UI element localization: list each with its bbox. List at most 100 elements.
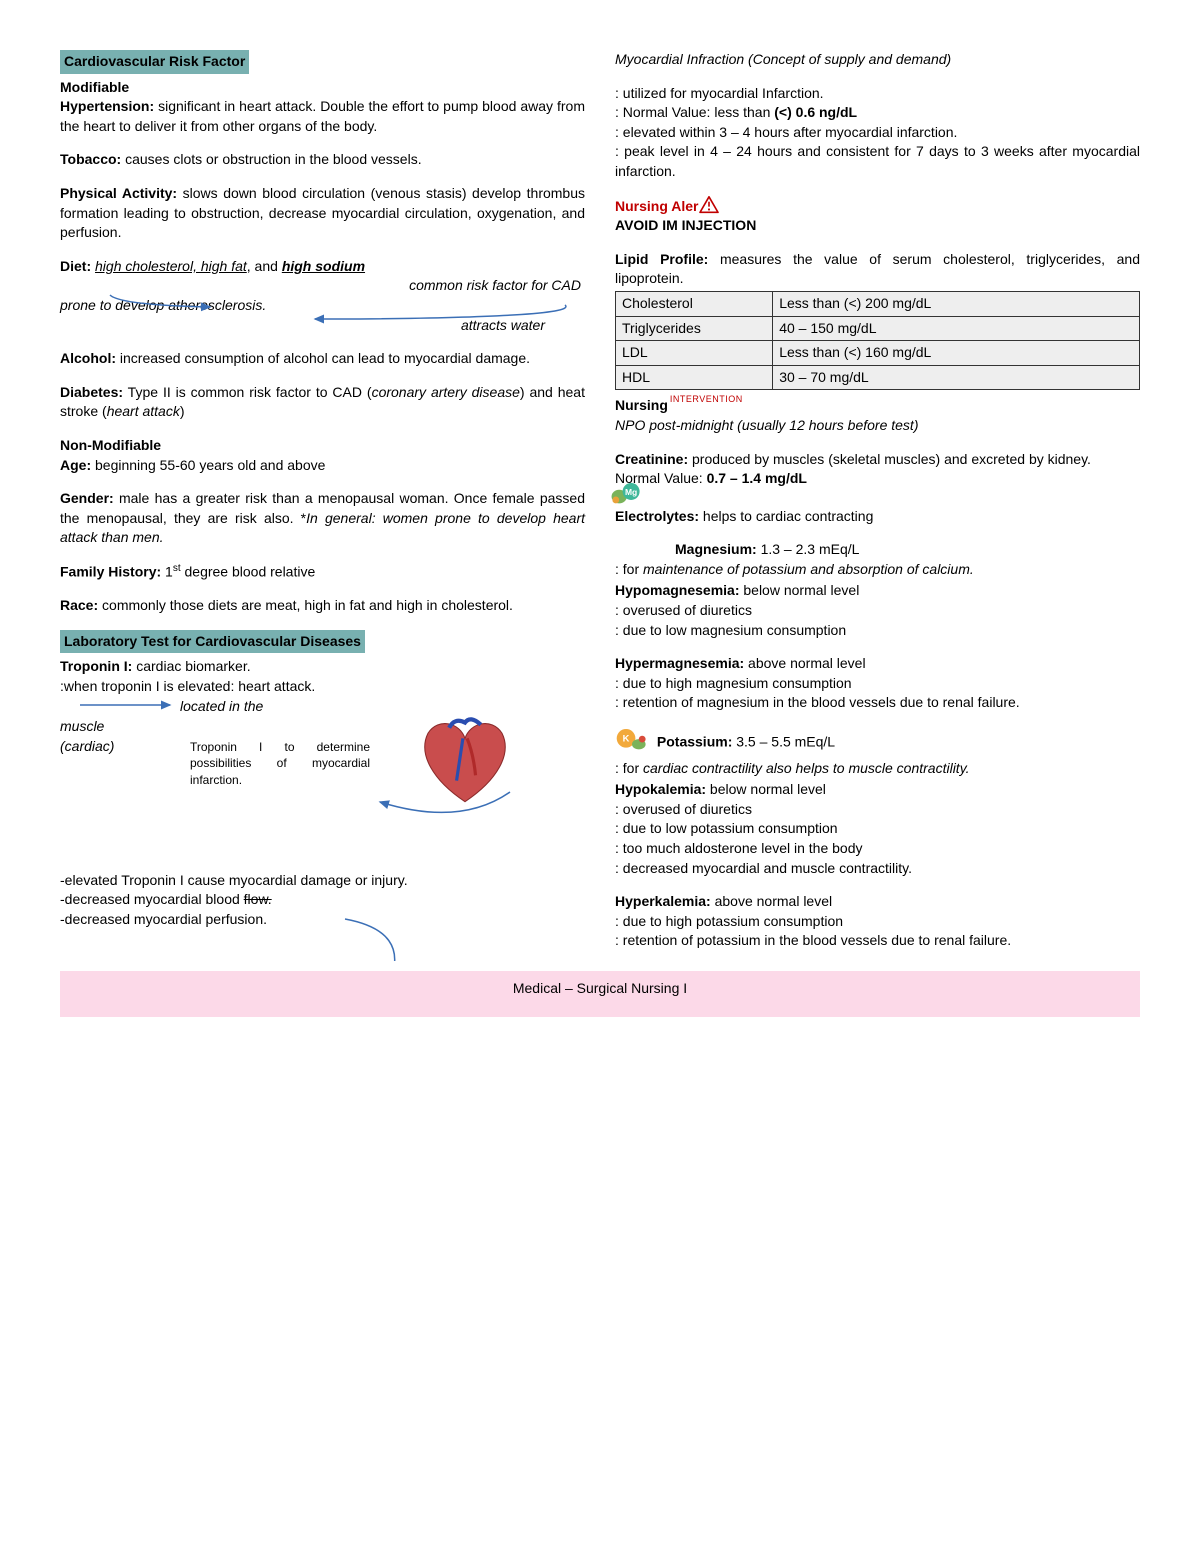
b-hyperk: Hyperkalemia: — [615, 893, 711, 909]
t-trop: cardiac biomarker. — [132, 658, 250, 674]
mi-l2b: (<) 0.6 ng/dL — [774, 104, 857, 120]
hypok-l3: : too much aldosterone level in the body — [615, 839, 1140, 859]
b-fam: Family History: — [60, 564, 161, 580]
p-creat: Creatinine: produced by muscles (skeleta… — [615, 450, 1140, 470]
mg-for-a: : for — [615, 561, 643, 577]
page-footer: Medical – Surgical Nursing I — [60, 971, 1140, 1017]
t-hypomg: below normal level — [739, 582, 859, 598]
t-elec: helps to cardiac contracting — [699, 508, 873, 524]
t-alc: increased consumption of alcohol can lea… — [116, 350, 530, 366]
k-row: K Potassium: 3.5 – 5.5 mEq/L — [615, 727, 1140, 759]
hypomg: Hypomagnesemia: below normal level — [615, 581, 1140, 601]
svg-text:Mg: Mg — [625, 487, 637, 497]
trop-cardiac: (cardiac) — [60, 737, 114, 757]
t-hypermg: above normal level — [744, 655, 865, 671]
magnesium-icon: Mg — [609, 481, 643, 513]
creat-nv-b: 0.7 – 1.4 mg/dL — [707, 470, 807, 486]
b-tob: Tobacco: — [60, 151, 121, 167]
section-header-lab: Laboratory Test for Cardiovascular Disea… — [60, 630, 365, 654]
trop-note-box: Troponin I to determine possibilities of… — [190, 739, 370, 789]
hypomg-l1: : overused of diuretics — [615, 601, 1140, 621]
b-k: Potassium: — [657, 734, 732, 750]
mi-title: Myocardial Infraction (Concept of supply… — [615, 50, 1140, 70]
p-troponin: Troponin I: cardiac biomarker. — [60, 657, 585, 677]
t-creat: produced by muscles (skeletal muscles) a… — [688, 451, 1091, 467]
cell: Triglycerides — [616, 316, 773, 341]
diet-block: Diet: high cholesterol, high fat, and hi… — [60, 257, 585, 335]
cell: 40 – 150 mg/dL — [773, 316, 1140, 341]
subhdr-modifiable: Modifiable — [60, 78, 585, 98]
i-dia2: heart attack — [107, 403, 180, 419]
trop-located: located in the — [180, 697, 263, 717]
nursing-interv: NursingINTERVENTION — [615, 396, 1140, 416]
section-header-risk: Cardiovascular Risk Factor — [60, 50, 249, 74]
b-trop: Troponin I: — [60, 658, 132, 674]
t-tob: causes clots or obstruction in the blood… — [121, 151, 421, 167]
hypok: Hypokalemia: below normal level — [615, 780, 1140, 800]
i-dia1: coronary artery disease — [372, 384, 520, 400]
mi-l4: : peak level in 4 – 24 hours and consist… — [615, 142, 1140, 181]
mg-for-b: maintenance of potassium and absorption … — [643, 561, 974, 577]
warning-icon — [699, 198, 719, 214]
left-column: Cardiovascular Risk Factor Modifiable Hy… — [60, 50, 585, 951]
p-family: Family History: 1st degree blood relativ… — [60, 562, 585, 582]
mg-for: : for maintenance of potassium and absor… — [615, 560, 1140, 580]
t-dia3: ) — [180, 403, 185, 419]
hyperk-l1: : due to high potassium consumption — [615, 912, 1140, 932]
diet-u1: high cholesterol, high fat — [95, 258, 247, 274]
p-age: Age: beginning 55-60 years old and above — [60, 456, 585, 476]
p-lipid: Lipid Profile: measures the value of ser… — [615, 250, 1140, 289]
p-alcohol: Alcohol: increased consumption of alcoho… — [60, 349, 585, 369]
t-hypok: below normal level — [706, 781, 826, 797]
two-column-layout: Cardiovascular Risk Factor Modifiable Hy… — [60, 50, 1140, 951]
b-mg: Magnesium: — [675, 541, 757, 557]
b-gen: Gender: — [60, 490, 114, 506]
hypok-l1: : overused of diuretics — [615, 800, 1140, 820]
diet-note1: common risk factor for CAD — [60, 276, 585, 296]
p-diabetes: Diabetes: Type II is common risk factor … — [60, 383, 585, 422]
intervention-label: INTERVENTION — [670, 394, 743, 404]
b-hypermg: Hypermagnesemia: — [615, 655, 744, 671]
cell: Less than (<) 160 mg/dL — [773, 341, 1140, 366]
nursing-alert: Nursing Aler — [615, 196, 1140, 217]
table-row: LDLLess than (<) 160 mg/dL — [616, 341, 1140, 366]
b-dia: Diabetes: — [60, 384, 123, 400]
table-row: CholesterolLess than (<) 200 mg/dL — [616, 291, 1140, 316]
hypok-l4: : decreased myocardial and muscle contra… — [615, 859, 1140, 879]
t-fam1: 1 — [161, 564, 173, 580]
b-hypomg: Hypomagnesemia: — [615, 582, 739, 598]
table-row: Triglycerides40 – 150 mg/dL — [616, 316, 1140, 341]
b-alc: Alcohol: — [60, 350, 116, 366]
diet-note3: attracts water — [60, 316, 585, 336]
diet-line1: Diet: high cholesterol, high fat, and hi… — [60, 257, 585, 277]
mi-l2: : Normal Value: less than (<) 0.6 ng/dL — [615, 103, 1140, 123]
mi-l1: : utilized for myocardial Infarction. — [615, 84, 1140, 104]
k-for-b: cardiac contractility also helps to musc… — [643, 760, 970, 776]
trop-muscle: muscle — [60, 717, 104, 737]
troponin-diagram: located in the muscle (cardiac) Troponin… — [60, 697, 585, 857]
right-column: Myocardial Infraction (Concept of supply… — [615, 50, 1140, 951]
p-gender: Gender: male has a greater risk than a m… — [60, 489, 585, 548]
hypomg-l2: : due to low magnesium consumption — [615, 621, 1140, 641]
b-nurs: Nursing — [615, 397, 668, 413]
mg-line: Magnesium: 1.3 – 2.3 mEq/L — [675, 540, 1140, 560]
cell: 30 – 70 mg/dL — [773, 365, 1140, 390]
b-race: Race: — [60, 597, 98, 613]
b-hypok: Hypokalemia: — [615, 781, 706, 797]
b-creat: Creatinine: — [615, 451, 688, 467]
trop-l1: :when troponin I is elevated: heart atta… — [60, 677, 585, 697]
lipid-table: CholesterolLess than (<) 200 mg/dL Trigl… — [615, 291, 1140, 390]
hypermg-l2: : retention of magnesium in the blood ve… — [615, 693, 1140, 713]
trop-e3: -decreased myocardial perfusion. — [60, 910, 585, 930]
trop-effects: -elevated Troponin I cause myocardial da… — [60, 871, 585, 930]
b-hyp: Hypertension: — [60, 98, 154, 114]
p-hypertension: Hypertension: significant in heart attac… — [60, 97, 585, 136]
t-hyperk: above normal level — [711, 893, 832, 909]
table-row: HDL30 – 70 mg/dL — [616, 365, 1140, 390]
hyperk-l2: : retention of potassium in the blood ve… — [615, 931, 1140, 951]
flow-strike: flow. — [244, 891, 272, 907]
t-age: beginning 55-60 years old and above — [91, 457, 325, 473]
b-lip: Lipid Profile: — [615, 251, 708, 267]
b-diet: Diet: — [60, 258, 91, 274]
diet-u2: high sodium — [282, 258, 365, 274]
